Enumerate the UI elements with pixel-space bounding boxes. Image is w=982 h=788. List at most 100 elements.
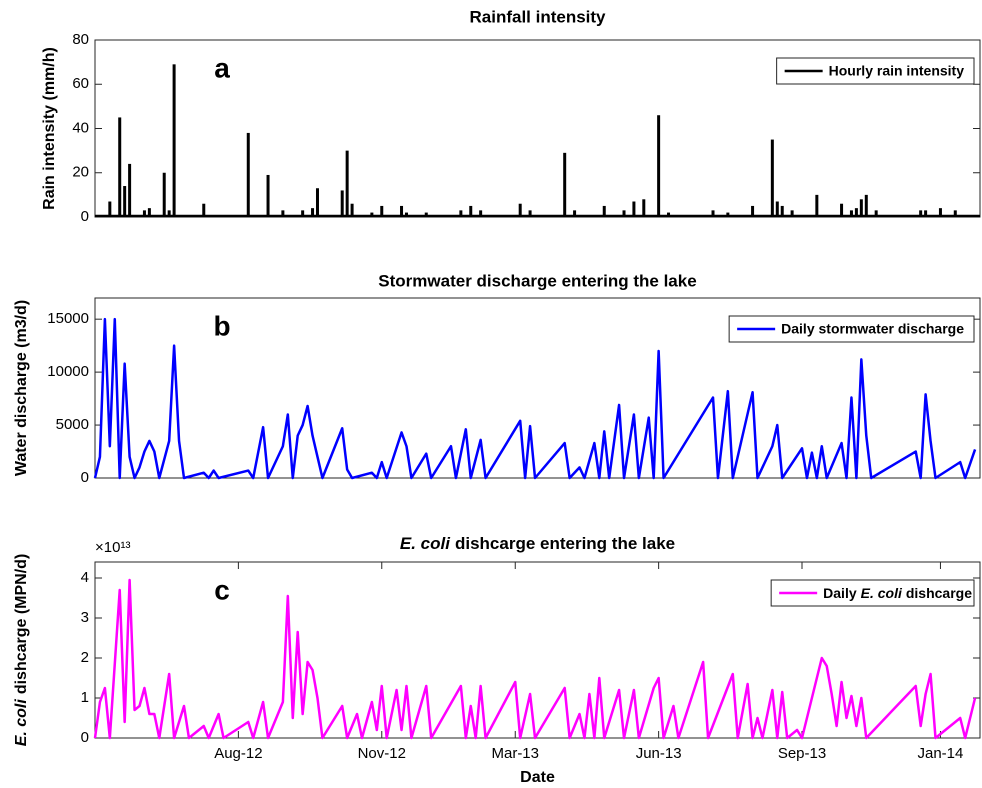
y-tick-label: 4	[81, 569, 89, 586]
bar	[780, 205, 784, 217]
y-tick-label: 0	[81, 729, 89, 746]
bar	[849, 210, 853, 217]
x-tick-label: Nov-12	[358, 745, 406, 762]
bar	[162, 172, 166, 217]
legend-label: Daily E. coli dishcarge	[823, 585, 972, 601]
bar	[246, 132, 250, 217]
x-tick-label: Mar-13	[491, 745, 539, 762]
bar	[123, 186, 127, 217]
bar	[108, 201, 112, 217]
bar	[854, 208, 858, 217]
bar	[775, 201, 779, 217]
bar	[815, 194, 819, 217]
legend: Daily stormwater discharge	[728, 315, 975, 343]
y-axis-label-part: dishcarge (MPN/d)	[13, 554, 30, 694]
bar	[864, 194, 868, 217]
bar	[118, 117, 122, 217]
legend-label-part: Daily	[823, 585, 857, 601]
bar	[281, 210, 285, 217]
bar	[469, 205, 473, 217]
bar	[518, 203, 522, 217]
bar	[953, 210, 957, 217]
bar	[751, 205, 755, 217]
x-tick-label: Jan-14	[918, 745, 964, 762]
y-tick-label: 15000	[47, 310, 89, 327]
bar	[840, 203, 844, 217]
bar	[128, 163, 132, 217]
x-tick-label: Jun-13	[636, 745, 682, 762]
bar	[172, 64, 176, 218]
legend-label: Hourly rain intensity	[829, 63, 965, 79]
chart-title: Rainfall intensity	[469, 7, 606, 26]
bar	[479, 210, 483, 217]
bar	[622, 210, 626, 217]
y-tick-label: 60	[72, 75, 89, 92]
bar	[919, 210, 923, 217]
y-tick-label: 5000	[56, 416, 89, 433]
bar	[657, 115, 661, 217]
y-tick-label: 2	[81, 649, 89, 666]
bar	[311, 208, 315, 217]
bar	[642, 199, 646, 217]
y-tick-label: 1	[81, 689, 89, 706]
bar	[573, 210, 577, 217]
x-tick-label: Aug-12	[214, 745, 262, 762]
x-axis-label: Date	[520, 769, 555, 786]
bar	[938, 208, 942, 217]
y-axis-label: Rain intensity (mm/h)	[41, 47, 58, 210]
chart-title-part: E. coli	[400, 534, 451, 553]
bar	[340, 190, 344, 217]
bar	[315, 188, 319, 217]
panel-label: c	[214, 574, 230, 605]
y-tick-label: 10000	[47, 363, 89, 380]
y-tick-label: 80	[72, 31, 89, 48]
bar	[424, 212, 428, 217]
bar	[563, 152, 567, 217]
bar	[301, 210, 305, 217]
bar	[770, 139, 774, 217]
y-tick-label: 0	[81, 208, 89, 225]
panel-label: a	[214, 52, 230, 83]
y-axis-label: Water discharge (m3/d)	[13, 300, 30, 476]
legend: Daily E. coli dishcarge	[770, 579, 975, 607]
bar	[380, 205, 384, 217]
legend-label: Daily stormwater discharge	[781, 321, 964, 337]
bar	[147, 208, 151, 217]
y-tick-label: 40	[72, 119, 89, 136]
y-tick-label: 3	[81, 609, 89, 626]
y-tick-label: 20	[72, 164, 89, 181]
y-axis-label-part: E. coli	[13, 699, 30, 747]
data-line	[93, 578, 977, 740]
legend-label-part: E. coli	[861, 585, 903, 601]
y-scale-label: ×10¹³	[95, 539, 130, 556]
bar	[859, 199, 863, 217]
legend: Hourly rain intensity	[776, 57, 975, 85]
bar	[266, 174, 270, 217]
bar	[459, 210, 463, 217]
x-tick-label: Sep-13	[778, 745, 826, 762]
bar	[404, 212, 408, 217]
bar	[924, 210, 928, 217]
chart-title: E. coli dishcarge entering the lake	[400, 534, 675, 553]
bar	[400, 205, 404, 217]
legend-label-part: dishcarge	[906, 585, 972, 601]
bar	[370, 212, 374, 217]
bar	[711, 210, 715, 217]
bar	[726, 212, 730, 217]
chart-title-part: dishcarge entering the lake	[455, 534, 675, 553]
bar	[202, 203, 206, 217]
bar	[350, 203, 354, 217]
bar	[874, 210, 878, 217]
chart-title: Stormwater discharge entering the lake	[378, 271, 696, 290]
data-line	[93, 317, 977, 480]
bar	[167, 210, 171, 217]
y-tick-label: 0	[81, 469, 89, 486]
y-axis-label: E. coli dishcarge (MPN/d)	[13, 554, 30, 747]
bar	[790, 210, 794, 217]
bar	[345, 150, 349, 217]
bar	[142, 210, 146, 217]
bar	[632, 201, 636, 217]
bar	[528, 210, 532, 217]
bar	[667, 212, 671, 217]
